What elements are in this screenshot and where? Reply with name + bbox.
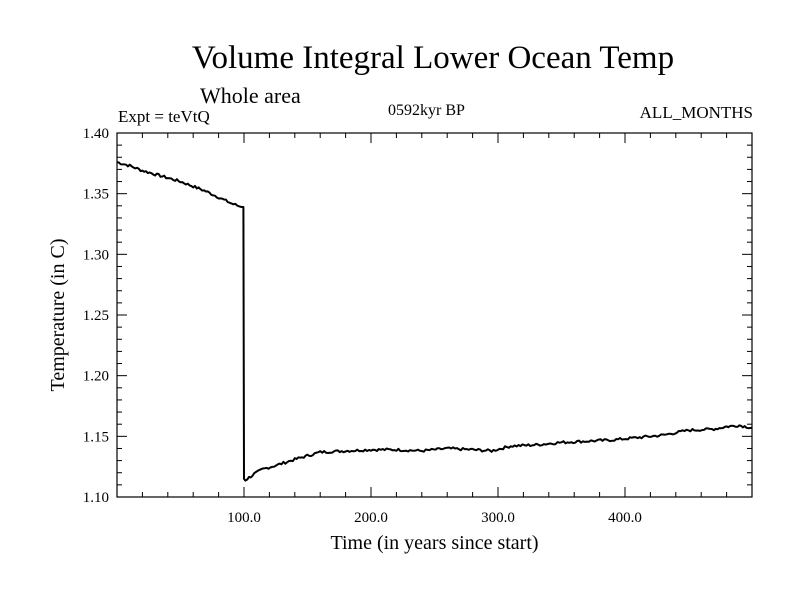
chart-title: Volume Integral Lower Ocean Temp [191, 40, 675, 76]
y-axis-label: Temperature (in C) [47, 239, 69, 392]
x-axis-label: Time (in years since start) [330, 532, 538, 554]
y-tick-label: 1.10 [83, 490, 109, 506]
y-tick-label: 1.20 [83, 369, 109, 385]
x-tick-label: 400.0 [608, 510, 642, 526]
x-tick-label: 200.0 [354, 510, 388, 526]
temperature-series-line [116, 161, 753, 482]
axis-ticks [117, 132, 752, 498]
x-tick-label: 300.0 [481, 510, 515, 526]
y-tick-label: 1.25 [83, 308, 109, 324]
plot-frame [116, 132, 753, 498]
axis-tick-labels: 1.10 1.15 1.20 1.25 1.30 1.35 1.40 100.0 200.0 30… [83, 126, 642, 526]
y-tick-label: 1.15 [83, 429, 109, 445]
y-tick-label: 1.30 [83, 247, 109, 263]
y-tick-label: 1.35 [83, 187, 109, 203]
months-label: ALL_MONTHS [639, 103, 753, 122]
experiment-label: Expt = teVtQ [118, 107, 210, 126]
period-label: 0592kyr BP [388, 102, 465, 119]
x-tick-label: 100.0 [227, 510, 261, 526]
y-tick-label: 1.40 [83, 126, 109, 142]
chart-subtitle: Whole area [200, 83, 301, 108]
